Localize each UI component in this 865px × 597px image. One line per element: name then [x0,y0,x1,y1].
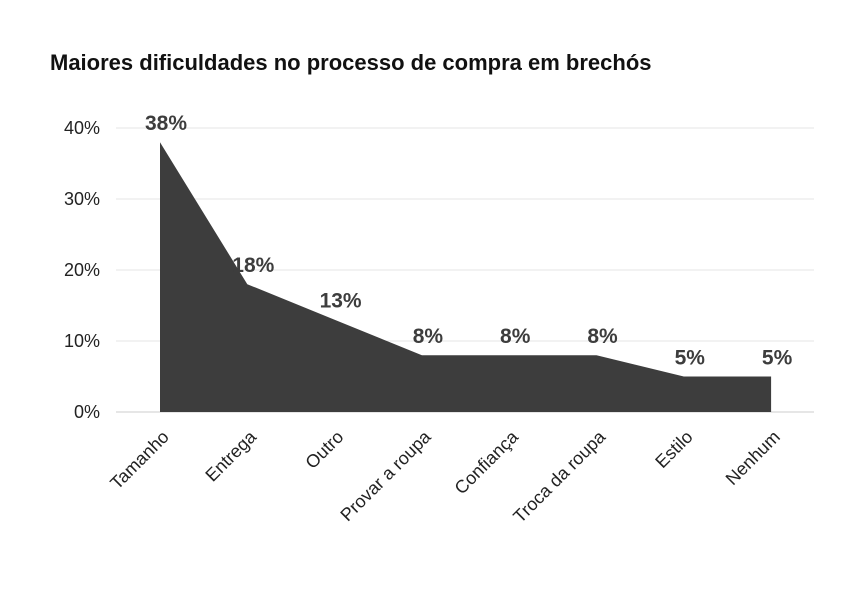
data-label: 8% [587,325,618,348]
x-tick-label: Outro [301,427,347,473]
data-label: 38% [145,112,187,135]
x-tick-label: Nenhum [722,427,784,489]
y-tick-label: 0% [74,402,100,422]
y-axis-ticks: 0% 10% 20% 30% 40% [64,118,100,422]
data-label: 18% [232,254,274,277]
area-series [160,142,772,412]
area-fill [160,142,772,412]
x-tick-label: Troca da roupa [509,426,610,527]
y-tick-label: 40% [64,118,100,138]
x-tick-label: Tamanho [106,427,173,494]
y-tick-label: 20% [64,260,100,280]
chart-title: Maiores dificuldades no processo de comp… [50,50,652,75]
y-tick-label: 30% [64,189,100,209]
y-tick-label: 10% [64,331,100,351]
data-labels: 38% 18% 13% 8% 8% 8% 5% 5% [145,112,793,369]
data-label: 8% [413,325,444,348]
data-label: 5% [675,347,706,370]
x-tick-label: Provar a roupa [336,426,435,525]
data-label: 13% [320,290,362,313]
x-tick-label: Confiança [451,426,523,498]
data-label: 8% [500,325,531,348]
x-tick-label: Estilo [651,427,696,472]
data-label: 5% [762,347,793,370]
x-tick-label: Entrega [201,426,260,485]
